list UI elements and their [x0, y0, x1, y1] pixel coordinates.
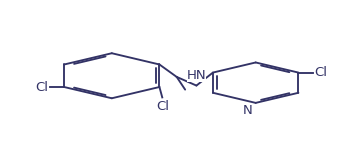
- Text: Cl: Cl: [36, 81, 49, 93]
- Text: N: N: [243, 104, 253, 117]
- Text: Cl: Cl: [314, 66, 327, 79]
- Text: Cl: Cl: [156, 100, 169, 113]
- Text: HN: HN: [187, 69, 206, 82]
